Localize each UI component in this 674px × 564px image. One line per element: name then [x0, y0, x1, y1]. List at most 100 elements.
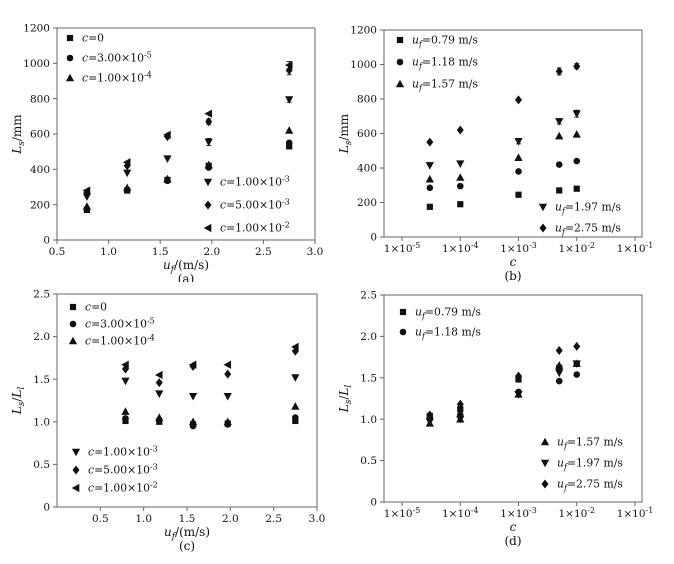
x-tick-label: 2.5 [265, 513, 282, 525]
legend-label: uf=2.75 m/s [557, 478, 623, 493]
subplot-caption: (a) [178, 272, 195, 282]
series-triangle-up [425, 130, 581, 183]
x-axis-label: uf/(m/s) [163, 258, 209, 275]
y-tick-label: 200 [357, 197, 377, 209]
y-axis-label-text: Ls/mm [10, 114, 27, 155]
y-tick-label: 2.5 [33, 289, 50, 301]
series-triangle-down [121, 374, 300, 401]
y-tick-label: 0.5 [33, 459, 50, 471]
x-tick-label: 2.0 [203, 246, 220, 258]
series-triangle-up [121, 402, 300, 426]
subplot-d-cell: 1×10-5 1×10-4 1×10-3 1×10-2 1×10-1 c 0 0.5 1.0 1.… [337, 282, 674, 564]
legend-label: uf=1.97 m/s [555, 201, 621, 216]
y-tick-label: 1200 [23, 23, 50, 35]
legend-0: uf=0.79 m/s uf=1.18 m/s uf=1.57 m/s [395, 34, 478, 92]
series-square [426, 360, 580, 419]
series-triangle-up [425, 359, 581, 427]
subplot-a-cell: 0.5 1.0 1.5 2.0 2.5 3.0 uf/(m/s) 0 200 400 600 800 1… [0, 0, 337, 282]
x-tick-label: 1×10-3 [500, 506, 537, 520]
subplot-c-chart: 0.5 1.0 1.5 2.0 2.5 3.0 uf/(m/s) 0 0.5 1.0 1.5 2.0 2… [10, 289, 325, 553]
x-tick-label: 0.5 [92, 513, 109, 525]
x-axis-label: c [510, 520, 517, 534]
series-diamond [426, 61, 581, 147]
x-tick-label: 3.0 [309, 513, 326, 525]
x-tick-label: 1.0 [100, 246, 117, 258]
legend-label: uf=0.79 m/s [415, 306, 481, 321]
x-tick-label: 1×10-1 [617, 506, 654, 520]
subplot-caption: (c) [179, 539, 195, 553]
y-axis: 0 0.5 1.0 1.5 2.0 2.5 [33, 289, 57, 514]
x-tick-label: 1×10-4 [442, 241, 479, 255]
x-axis: 0.5 1.0 1.5 2.0 2.5 3.0 uf/(m/s) [49, 240, 323, 275]
legend-0: c=0 c=3.00×10-5 c=1.00×10-4 [65, 32, 152, 85]
series-triangle-down [82, 96, 294, 202]
x-tick-label: 1.0 [135, 513, 152, 525]
x-tick-label: 1.5 [152, 246, 169, 258]
y-tick-label: 0 [370, 497, 377, 509]
x-axis-label: c [510, 255, 517, 269]
y-tick-label: 800 [357, 94, 377, 106]
legend-1: c=1.00×10-3 c=5.00×10-3 c=1.00×10-2 [71, 444, 158, 495]
legend-label: c=0 [82, 32, 104, 45]
legend-label: c=3.00×10-5 [85, 316, 155, 331]
subplot-caption: (b) [504, 269, 521, 282]
legend-label: uf=1.18 m/s [412, 56, 478, 71]
series-triangle-down [425, 360, 581, 426]
y-tick-label: 0 [370, 232, 377, 244]
y-axis-label: Ls/mm [337, 113, 354, 154]
y-tick-label: 2.0 [360, 331, 377, 343]
x-tick-label: 1×10-2 [558, 241, 595, 255]
y-tick-label: 1.0 [360, 414, 377, 426]
x-axis: 0.5 1.0 1.5 2.0 2.5 3.0 uf/(m/s) [92, 507, 325, 542]
legend-label: uf=1.57 m/s [557, 436, 623, 451]
series-triangle-down [425, 109, 581, 170]
x-axis-label: uf/(m/s) [164, 525, 210, 542]
y-tick-label: 1.0 [33, 416, 50, 428]
subplot-d-chart: 1×10-5 1×10-4 1×10-3 1×10-2 1×10-1 c 0 0.5 1.0 1.… [337, 290, 654, 548]
legend-label: uf=0.79 m/s [412, 34, 478, 49]
x-tick-label: 1×10-4 [442, 506, 479, 520]
legend-label: c=1.00×10-2 [88, 480, 158, 495]
subplot-b-chart: 1×10-5 1×10-4 1×10-3 1×10-2 1×10-1 c 0 200 400 60… [337, 25, 653, 282]
x-tick-label: 1.5 [179, 513, 196, 525]
y-tick-label: 0 [43, 235, 50, 247]
y-tick-label: 0 [43, 502, 50, 514]
x-tick-label: 0.5 [49, 246, 66, 258]
y-tick-label: 600 [357, 128, 377, 140]
y-axis-label: Ls/Ll [10, 387, 27, 416]
y-axis-label-text: Ls/Ll [337, 385, 354, 414]
legend-label: c=3.00×10-5 [82, 50, 152, 65]
legend-label: c=0 [85, 301, 107, 314]
y-axis-label: Ls/Ll [337, 385, 354, 414]
y-tick-label: 1.5 [33, 374, 50, 386]
x-tick-label: 2.0 [222, 513, 239, 525]
y-tick-label: 600 [30, 129, 50, 141]
y-axis-label-text: Ls/Ll [10, 387, 27, 416]
legend-1: uf=1.97 m/s uf=2.75 m/s [538, 201, 621, 237]
subplot-c-cell: 0.5 1.0 1.5 2.0 2.5 3.0 uf/(m/s) 0 0.5 1.0 1.5 2.0 2… [0, 282, 337, 564]
y-tick-label: 200 [30, 199, 50, 211]
legend-label: c=1.00×10-2 [220, 220, 290, 235]
y-tick-label: 400 [30, 164, 50, 176]
series-square [426, 185, 580, 210]
legend-label: c=1.00×10-4 [82, 70, 152, 85]
y-tick-label: 2.5 [360, 290, 377, 302]
legend-label: uf=2.75 m/s [555, 222, 621, 237]
legend-label: uf=1.18 m/s [415, 326, 481, 341]
y-tick-label: 800 [30, 93, 50, 105]
x-axis: 1×10-5 1×10-4 1×10-3 1×10-2 1×10-1 c [384, 237, 653, 269]
series-triangle-left [82, 61, 293, 195]
plot-border [383, 294, 643, 503]
legend-label: c=1.00×10-3 [88, 444, 158, 459]
y-tick-label: 0.5 [360, 455, 377, 467]
y-axis-label-text: Ls/mm [337, 113, 354, 154]
series-diamond [121, 346, 299, 388]
y-tick-label: 400 [357, 163, 377, 175]
legend-1: c=1.00×10-3 c=5.00×10-3 c=1.00×10-2 [203, 174, 290, 235]
series-circle [426, 371, 581, 421]
x-tick-label: 1×10-2 [558, 506, 595, 520]
series-circle [122, 414, 299, 430]
subplot-caption: (d) [504, 534, 521, 548]
y-axis: 0 200 400 600 800 1000 1200 [23, 23, 57, 247]
y-axis: 0 200 400 600 800 1000 1200 [350, 25, 384, 244]
